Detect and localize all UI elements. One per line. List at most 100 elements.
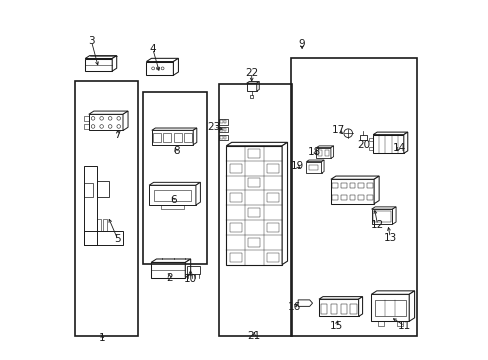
Bar bbox=[368, 147, 372, 150]
Polygon shape bbox=[85, 55, 117, 59]
Text: 9: 9 bbox=[298, 39, 305, 49]
Bar bbox=[340, 195, 346, 200]
Bar bbox=[320, 304, 326, 314]
Text: 20: 20 bbox=[357, 140, 370, 150]
Text: 17: 17 bbox=[331, 125, 345, 135]
Bar bbox=[359, 135, 366, 140]
Polygon shape bbox=[318, 299, 358, 316]
Polygon shape bbox=[226, 146, 282, 265]
Polygon shape bbox=[146, 62, 173, 75]
Polygon shape bbox=[372, 132, 407, 135]
Bar bbox=[349, 195, 355, 200]
Polygon shape bbox=[371, 209, 392, 224]
Text: 8: 8 bbox=[172, 146, 179, 156]
Bar bbox=[308, 165, 317, 170]
Bar bbox=[340, 183, 346, 188]
Bar bbox=[325, 150, 329, 156]
Bar bbox=[358, 183, 363, 188]
Polygon shape bbox=[151, 128, 196, 130]
Text: 4: 4 bbox=[149, 44, 156, 54]
Polygon shape bbox=[185, 259, 190, 278]
Text: 21: 21 bbox=[247, 330, 260, 341]
Bar bbox=[317, 150, 322, 156]
Bar bbox=[83, 183, 93, 197]
Bar bbox=[248, 149, 260, 158]
Bar bbox=[142, 92, 206, 264]
Bar bbox=[163, 133, 171, 142]
Text: 13: 13 bbox=[383, 233, 396, 243]
Text: 3: 3 bbox=[88, 36, 95, 46]
Text: 14: 14 bbox=[392, 143, 405, 153]
Polygon shape bbox=[371, 294, 408, 321]
Bar bbox=[153, 190, 191, 201]
Polygon shape bbox=[330, 176, 378, 179]
Polygon shape bbox=[371, 291, 414, 294]
Polygon shape bbox=[246, 82, 259, 83]
Polygon shape bbox=[112, 55, 117, 71]
Bar bbox=[218, 84, 291, 336]
Bar bbox=[224, 120, 226, 123]
Bar bbox=[248, 208, 260, 217]
Bar bbox=[372, 211, 390, 222]
Polygon shape bbox=[316, 146, 333, 148]
Text: 11: 11 bbox=[397, 321, 410, 331]
Polygon shape bbox=[146, 58, 178, 62]
Bar bbox=[366, 195, 372, 200]
Bar bbox=[229, 163, 241, 172]
Polygon shape bbox=[371, 207, 395, 209]
Text: 15: 15 bbox=[329, 321, 342, 331]
Polygon shape bbox=[151, 259, 190, 262]
Text: 7: 7 bbox=[114, 130, 121, 140]
Bar bbox=[248, 238, 260, 247]
Bar bbox=[229, 223, 241, 232]
Bar bbox=[358, 195, 363, 200]
Polygon shape bbox=[89, 114, 123, 130]
Bar bbox=[350, 304, 356, 314]
Polygon shape bbox=[321, 160, 324, 173]
Polygon shape bbox=[89, 111, 128, 114]
Bar bbox=[153, 133, 161, 142]
Bar bbox=[173, 133, 181, 142]
Bar bbox=[248, 179, 260, 187]
Bar bbox=[368, 138, 372, 141]
Polygon shape bbox=[373, 176, 378, 204]
Polygon shape bbox=[306, 160, 324, 162]
Text: 22: 22 bbox=[244, 68, 258, 78]
Text: 2: 2 bbox=[166, 273, 173, 283]
Bar bbox=[290, 58, 416, 336]
Bar bbox=[266, 163, 278, 172]
Bar bbox=[84, 116, 89, 121]
Bar bbox=[161, 205, 184, 210]
Bar bbox=[219, 127, 227, 132]
Polygon shape bbox=[246, 83, 256, 91]
Bar bbox=[229, 193, 241, 202]
Bar bbox=[266, 223, 278, 232]
Text: 6: 6 bbox=[170, 195, 177, 205]
Bar bbox=[377, 321, 383, 325]
Text: 10: 10 bbox=[183, 274, 197, 284]
Polygon shape bbox=[149, 185, 196, 205]
Polygon shape bbox=[408, 291, 414, 321]
Bar bbox=[340, 304, 346, 314]
Bar bbox=[75, 81, 138, 336]
Polygon shape bbox=[318, 297, 362, 299]
Bar bbox=[366, 183, 372, 188]
Bar bbox=[220, 120, 223, 123]
Bar bbox=[266, 253, 278, 262]
Text: 16: 16 bbox=[287, 302, 300, 312]
Polygon shape bbox=[316, 148, 330, 158]
Bar bbox=[396, 321, 402, 325]
Bar bbox=[249, 95, 253, 98]
Bar bbox=[83, 166, 97, 245]
Bar bbox=[83, 230, 123, 245]
Polygon shape bbox=[151, 262, 185, 278]
Bar bbox=[186, 266, 200, 274]
Polygon shape bbox=[392, 207, 395, 224]
Text: 23: 23 bbox=[207, 122, 220, 132]
Bar bbox=[374, 300, 405, 316]
Polygon shape bbox=[193, 128, 196, 145]
Text: 12: 12 bbox=[370, 220, 384, 230]
Bar bbox=[184, 133, 191, 142]
Bar bbox=[229, 253, 241, 262]
Polygon shape bbox=[403, 132, 407, 153]
